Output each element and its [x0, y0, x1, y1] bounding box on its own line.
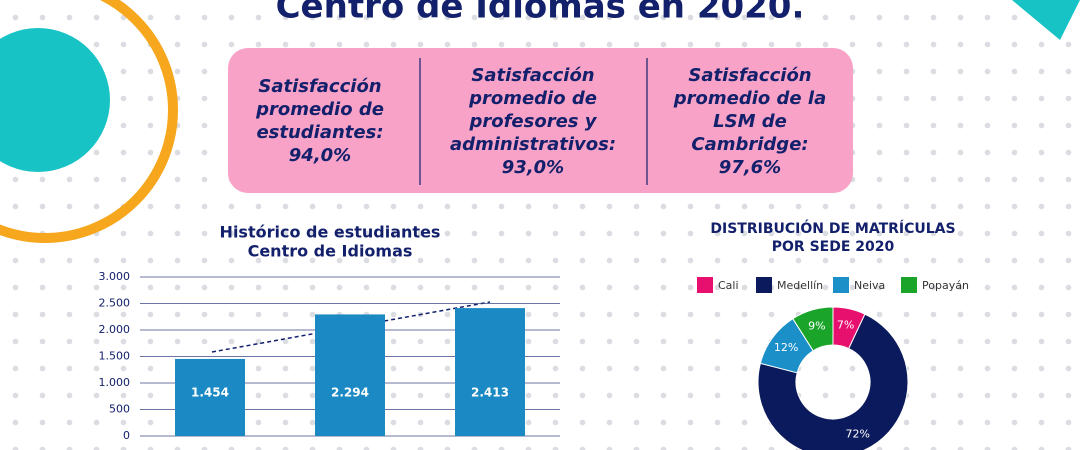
stat-label: Satisfacción promedio de estudiantes: [256, 76, 384, 143]
donut-slice [757, 313, 909, 450]
stat-value: 93,0% [501, 156, 565, 178]
bar [315, 314, 385, 436]
value-label: 9% [808, 319, 825, 332]
value-label: 2.413 [471, 386, 509, 400]
y-tick-label: 3.000 [99, 270, 131, 283]
bar [455, 308, 525, 436]
y-tick-label: 500 [109, 403, 130, 416]
stat-value: 97,6% [718, 156, 782, 178]
bar [175, 358, 245, 436]
y-tick-label: 1.000 [99, 376, 131, 389]
value-label: 2.294 [331, 386, 369, 400]
value-label: 7% [837, 318, 854, 331]
legend-swatch [833, 277, 849, 293]
y-tick-label: 1.500 [99, 350, 131, 363]
chart-title: Centro de Idiomas [248, 242, 413, 261]
decor-triangle [1012, 0, 1080, 40]
donut-slice [792, 306, 834, 352]
legend-swatch [756, 277, 772, 293]
chart-title: POR SEDE 2020 [772, 239, 895, 255]
legend-label: Medellín [777, 279, 823, 292]
y-tick-label: 0 [123, 429, 130, 442]
stat: Satisfacción promedio de la LSM de Cambr… [655, 58, 845, 184]
stats-box [228, 48, 853, 193]
y-tick-label: 2.000 [99, 323, 131, 336]
value-label: 1.454 [191, 386, 229, 400]
legend-label: Popayán [922, 279, 969, 292]
chart-title: DISTRIBUCIÓN DE MATRÍCULAS [710, 219, 955, 237]
legend-label: Neiva [854, 279, 885, 292]
page-title: Centro de Idiomas en 2020. [276, 0, 805, 27]
decor-ring [0, 0, 178, 243]
stat: Satisfacción promedio de profesores y ad… [438, 58, 628, 184]
stat-value: 94,0% [288, 145, 352, 166]
y-tick-label: 2.500 [99, 297, 131, 310]
stat-label: Satisfacción promedio de profesores y ad… [449, 64, 617, 155]
legend-swatch [697, 277, 713, 293]
chart-title: Histórico de estudiantes [220, 223, 441, 242]
stat-label: Satisfacción promedio de la LSM de Cambr… [673, 64, 827, 155]
decor-circle [0, 28, 110, 172]
legend-swatch [901, 277, 917, 293]
legend-label: Cali [718, 279, 739, 292]
value-label: 72% [845, 427, 869, 440]
stat: Satisfacción promedio de estudiantes: 94,… [225, 58, 415, 184]
value-label: 12% [774, 341, 798, 354]
